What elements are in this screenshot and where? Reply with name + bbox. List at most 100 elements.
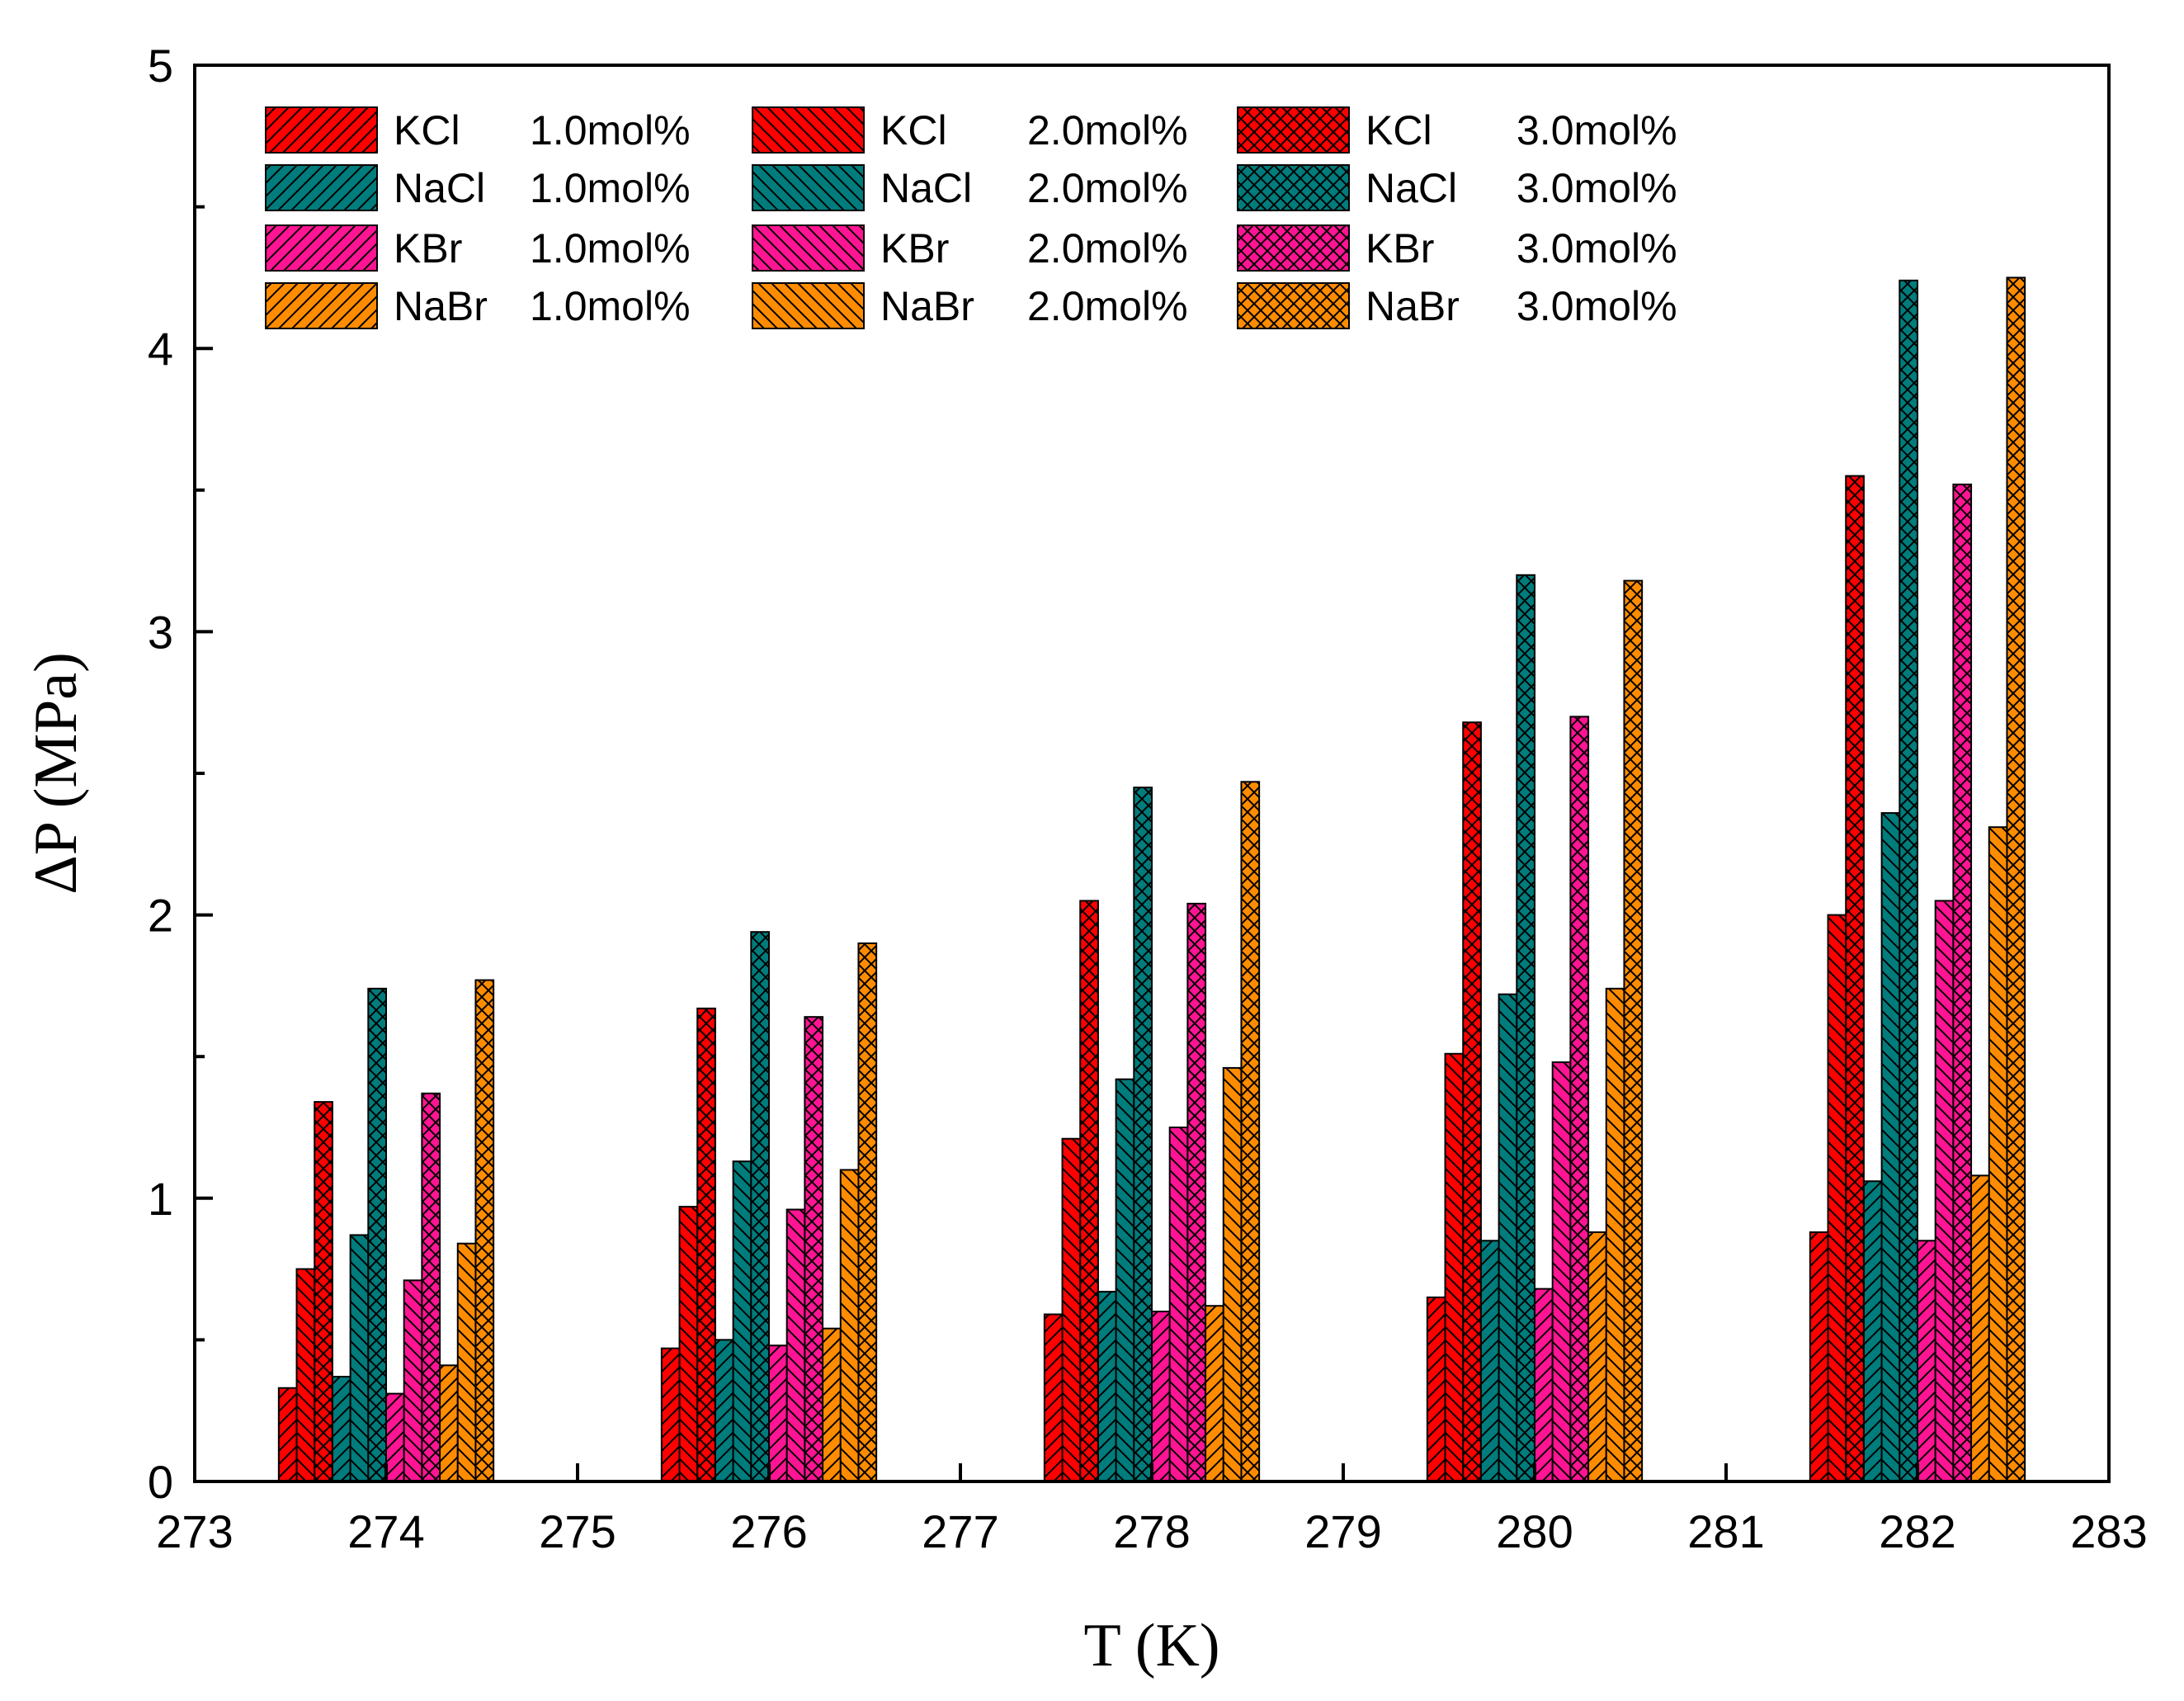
legend-swatch xyxy=(752,164,865,211)
x-tick-label: 283 xyxy=(2070,1505,2147,1557)
legend-series-name: NaBr xyxy=(880,283,974,329)
legend-series-name: KCl xyxy=(1366,107,1432,154)
bar-kcl-2.0-276 xyxy=(678,1206,699,1482)
bar-kbr-1.0-282 xyxy=(1917,1240,1936,1483)
y-tick-label: 1 xyxy=(148,1173,173,1225)
legend-swatch xyxy=(1237,282,1350,329)
bar-kcl-3.0-280 xyxy=(1462,721,1482,1482)
bar-kbr-2.0-274 xyxy=(403,1279,423,1482)
legend-series-concentration: 3.0mol% xyxy=(1517,283,1677,329)
bar-nacl-3.0-280 xyxy=(1516,574,1536,1482)
bar-nacl-3.0-282 xyxy=(1899,279,1919,1483)
x-tick-label: 274 xyxy=(347,1505,424,1557)
bar-nabr-3.0-276 xyxy=(857,942,878,1483)
legend-series-name: KBr xyxy=(1366,225,1434,272)
y-tick-label: 3 xyxy=(148,606,173,658)
bar-nacl-2.0-276 xyxy=(732,1160,752,1483)
bar-kcl-2.0-278 xyxy=(1061,1137,1082,1482)
bar-kbr-2.0-282 xyxy=(1934,900,1955,1482)
axes-layer: 273 274 275 276 277 278 279 280 281 282 283 0 1 2 3 4 5 xyxy=(148,40,2148,1557)
bar-nabr-1.0-276 xyxy=(822,1327,842,1483)
legend-swatch xyxy=(752,224,865,272)
bar-nabr-2.0-278 xyxy=(1222,1066,1243,1483)
bar-kcl-3.0-276 xyxy=(696,1007,716,1482)
bar-kcl-1.0-278 xyxy=(1043,1313,1064,1483)
y-axis-title: ΔP (MPa) xyxy=(22,652,90,895)
bar-nacl-1.0-280 xyxy=(1479,1240,1500,1483)
legend-series-name: NaCl xyxy=(880,165,972,211)
bar-nabr-3.0-274 xyxy=(474,979,495,1483)
bar-nabr-2.0-274 xyxy=(456,1242,477,1482)
bar-nabr-1.0-274 xyxy=(439,1364,459,1483)
legend-series-concentration: 2.0mol% xyxy=(1027,107,1188,154)
bar-kcl-3.0-282 xyxy=(1845,475,1865,1482)
bar-kbr-1.0-276 xyxy=(768,1344,788,1483)
bar-nabr-1.0-282 xyxy=(1970,1174,1990,1482)
bar-nabr-1.0-280 xyxy=(1587,1231,1607,1482)
legend-series-name: NaBr xyxy=(394,283,488,329)
legend-series-concentration: 2.0mol% xyxy=(1027,225,1188,272)
legend-series-concentration: 1.0mol% xyxy=(530,283,691,329)
bar-kcl-1.0-276 xyxy=(660,1347,681,1482)
bar-kcl-3.0-274 xyxy=(314,1101,333,1482)
bar-kcl-2.0-282 xyxy=(1827,914,1847,1482)
legend-item-kbr-2.0: KBr 2.0mol% xyxy=(752,224,1188,272)
bar-nacl-3.0-274 xyxy=(367,987,387,1482)
bar-kcl-3.0-278 xyxy=(1079,900,1099,1482)
y-tick-label: 0 xyxy=(148,1456,173,1508)
y-tick-label: 5 xyxy=(148,40,173,92)
legend-swatch xyxy=(752,282,865,329)
bar-nabr-2.0-282 xyxy=(1988,826,2008,1482)
legend-item-nacl-2.0: NaCl 2.0mol% xyxy=(752,164,1188,211)
legend-swatch xyxy=(265,164,378,211)
bar-kcl-1.0-274 xyxy=(277,1387,298,1482)
bar-kcl-2.0-280 xyxy=(1444,1052,1465,1482)
legend-item-kcl-2.0: KCl 2.0mol% xyxy=(752,106,1188,154)
bar-nabr-2.0-276 xyxy=(839,1169,860,1482)
bar-nacl-1.0-278 xyxy=(1097,1291,1117,1483)
bar-kbr-2.0-276 xyxy=(785,1208,806,1483)
bar-nabr-3.0-278 xyxy=(1240,781,1261,1482)
bar-nacl-3.0-276 xyxy=(750,931,770,1482)
legend-swatch xyxy=(1237,164,1350,211)
bar-kcl-1.0-280 xyxy=(1426,1296,1446,1483)
legend-series-concentration: 2.0mol% xyxy=(1027,165,1188,211)
legend-series-concentration: 1.0mol% xyxy=(530,165,691,211)
bar-nabr-3.0-282 xyxy=(2006,276,2026,1482)
bar-nacl-1.0-274 xyxy=(331,1376,351,1483)
legend-item-nabr-3.0: NaBr 3.0mol% xyxy=(1237,282,1677,329)
bar-kbr-3.0-278 xyxy=(1186,902,1207,1482)
x-axis-title: T (K) xyxy=(1083,1612,1219,1680)
y-tick-label: 2 xyxy=(148,890,173,942)
legend-item-kbr-1.0: KBr 1.0mol% xyxy=(265,224,691,272)
x-tick-label: 280 xyxy=(1496,1505,1573,1557)
legend-item-nacl-1.0: NaCl 1.0mol% xyxy=(265,164,691,211)
legend-item-nabr-2.0: NaBr 2.0mol% xyxy=(752,282,1188,329)
legend-item-kbr-3.0: KBr 3.0mol% xyxy=(1237,224,1677,272)
x-tick-label: 282 xyxy=(1879,1505,1955,1557)
legend-series-concentration: 3.0mol% xyxy=(1517,165,1677,211)
bar-kbr-3.0-274 xyxy=(421,1092,441,1482)
x-tick-label: 276 xyxy=(730,1505,807,1557)
bar-nacl-2.0-282 xyxy=(1880,812,1901,1482)
bar-nacl-3.0-278 xyxy=(1133,787,1153,1482)
bar-nacl-2.0-274 xyxy=(349,1234,370,1483)
bar-kbr-2.0-278 xyxy=(1168,1127,1189,1482)
legend-series-concentration: 1.0mol% xyxy=(530,107,691,154)
bar-kbr-1.0-280 xyxy=(1534,1288,1554,1482)
legend: KCl 1.0mol% KCl 2.0mol% KCl 3.0mol% NaCl 1.0mol… xyxy=(265,106,1677,329)
bar-kbr-1.0-278 xyxy=(1151,1311,1171,1482)
legend-item-nacl-3.0: NaCl 3.0mol% xyxy=(1237,164,1677,211)
legend-series-concentration: 3.0mol% xyxy=(1517,225,1677,272)
legend-swatch xyxy=(1237,106,1350,154)
legend-swatch xyxy=(752,106,865,154)
bar-kcl-1.0-282 xyxy=(1809,1231,1829,1482)
bar-kbr-1.0-274 xyxy=(385,1392,405,1482)
legend-series-concentration: 3.0mol% xyxy=(1517,107,1677,154)
bar-kbr-3.0-282 xyxy=(1952,483,1973,1483)
bar-nacl-1.0-282 xyxy=(1862,1180,1883,1482)
legend-item-nabr-1.0: NaBr 1.0mol% xyxy=(265,282,691,329)
bar-nacl-1.0-276 xyxy=(714,1339,734,1483)
legend-series-name: KBr xyxy=(394,225,462,272)
